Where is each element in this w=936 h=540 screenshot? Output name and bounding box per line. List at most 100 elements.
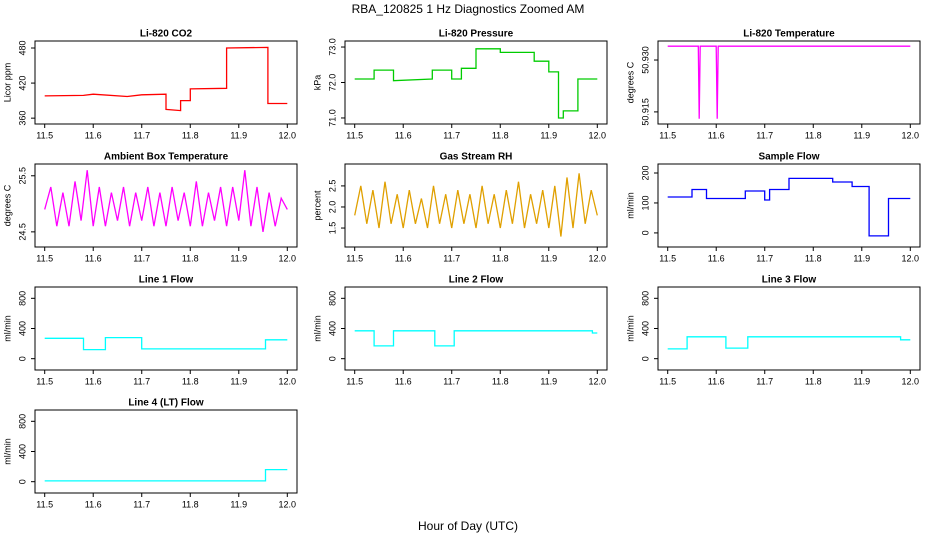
x-tick-label: 11.6 bbox=[85, 130, 102, 140]
x-tick-label: 11.8 bbox=[805, 130, 822, 140]
panel-title: Gas Stream RH bbox=[440, 152, 513, 163]
data-line bbox=[667, 177, 911, 237]
x-tick-label: 11.5 bbox=[346, 253, 363, 263]
data-line bbox=[44, 336, 288, 351]
x-tick-label: 12.0 bbox=[902, 253, 920, 263]
x-tick-label: 11.7 bbox=[756, 130, 773, 140]
data-line bbox=[667, 45, 911, 119]
y-tick-label: 800 bbox=[17, 414, 27, 429]
x-tick-label: 11.6 bbox=[85, 499, 102, 509]
y-tick-label: 420 bbox=[17, 76, 27, 91]
y-tick-label: 50.915 bbox=[640, 98, 650, 126]
y-axis-label: Licor ppm bbox=[2, 63, 12, 103]
x-tick-label: 11.7 bbox=[133, 130, 150, 140]
x-tick-label: 11.5 bbox=[36, 253, 53, 263]
y-tick-label: 480 bbox=[17, 40, 27, 55]
x-tick-label: 11.9 bbox=[853, 130, 870, 140]
x-tick-label: 11.5 bbox=[346, 376, 363, 386]
x-tick-label: 11.7 bbox=[133, 376, 150, 386]
x-tick-label: 12.0 bbox=[279, 130, 297, 140]
panel-title: Line 2 Flow bbox=[449, 275, 504, 286]
panel-title: Li-820 Temperature bbox=[743, 29, 835, 40]
x-tick-label: 12.0 bbox=[589, 376, 607, 386]
x-tick-label: 11.8 bbox=[182, 499, 199, 509]
x-tick-label: 11.5 bbox=[36, 130, 53, 140]
panel-title: Li-820 Pressure bbox=[439, 29, 514, 40]
y-tick-label: 0 bbox=[17, 356, 27, 361]
x-tick-label: 11.6 bbox=[395, 130, 412, 140]
x-tick-label: 11.8 bbox=[492, 376, 509, 386]
x-tick-label: 11.5 bbox=[659, 376, 676, 386]
x-tick-label: 11.8 bbox=[805, 376, 822, 386]
y-axis-label: ml/min bbox=[312, 315, 322, 342]
x-tick-label: 11.5 bbox=[659, 130, 676, 140]
panel-title: Ambient Box Temperature bbox=[104, 152, 229, 163]
x-tick-label: 11.6 bbox=[395, 253, 412, 263]
y-tick-label: 0 bbox=[327, 356, 337, 361]
y-axis-label: percent bbox=[312, 190, 322, 221]
x-tick-label: 11.7 bbox=[756, 253, 773, 263]
y-tick-label: 2.0 bbox=[327, 201, 337, 214]
y-tick-label: 0 bbox=[640, 230, 650, 235]
x-tick-label: 11.8 bbox=[805, 253, 822, 263]
y-tick-label: 800 bbox=[327, 291, 337, 306]
panel-title: Line 1 Flow bbox=[139, 275, 194, 286]
y-tick-label: 24.5 bbox=[17, 223, 27, 241]
data-line bbox=[354, 173, 598, 237]
x-tick-label: 12.0 bbox=[902, 130, 920, 140]
x-tick-label: 11.5 bbox=[36, 376, 53, 386]
y-tick-label: 400 bbox=[17, 444, 27, 459]
x-tick-label: 11.7 bbox=[443, 253, 460, 263]
x-tick-label: 11.6 bbox=[395, 376, 412, 386]
x-tick-label: 11.9 bbox=[230, 130, 247, 140]
y-tick-label: 2.5 bbox=[327, 180, 337, 193]
x-tick-label: 11.6 bbox=[708, 253, 725, 263]
y-tick-label: 1.5 bbox=[327, 222, 337, 235]
plot-frame bbox=[34, 286, 298, 371]
x-axis-label: Hour of Day (UTC) bbox=[418, 519, 518, 533]
y-axis-label: ml/min bbox=[2, 315, 12, 342]
y-tick-label: 360 bbox=[17, 111, 27, 126]
plot-frame bbox=[344, 286, 608, 371]
x-tick-label: 12.0 bbox=[279, 376, 297, 386]
y-tick-label: 800 bbox=[640, 291, 650, 306]
panel-title: Line 4 (LT) Flow bbox=[128, 398, 204, 409]
plot-frame bbox=[34, 40, 298, 125]
figure-title: RBA_120825 1 Hz Diagnostics Zoomed AM bbox=[352, 2, 585, 16]
plot-frame bbox=[34, 163, 298, 248]
x-tick-label: 11.6 bbox=[85, 376, 102, 386]
y-tick-label: 100 bbox=[640, 195, 650, 210]
y-tick-label: 50.930 bbox=[640, 46, 650, 74]
x-tick-label: 11.6 bbox=[708, 376, 725, 386]
y-tick-label: 0 bbox=[640, 356, 650, 361]
plot-frame bbox=[657, 286, 921, 371]
x-tick-label: 12.0 bbox=[279, 253, 297, 263]
y-tick-label: 400 bbox=[640, 321, 650, 336]
y-axis-label: degrees C bbox=[2, 184, 12, 226]
x-tick-label: 11.7 bbox=[756, 376, 773, 386]
panel-title: Line 3 Flow bbox=[762, 275, 817, 286]
y-axis-label: ml/min bbox=[625, 192, 635, 219]
plot-frame bbox=[657, 163, 921, 248]
y-axis-label: ml/min bbox=[2, 438, 12, 465]
panel-title: Li-820 CO2 bbox=[140, 29, 193, 40]
y-axis-label: degrees C bbox=[625, 61, 635, 103]
x-tick-label: 11.8 bbox=[182, 376, 199, 386]
x-tick-label: 12.0 bbox=[279, 499, 297, 509]
x-tick-label: 11.7 bbox=[443, 376, 460, 386]
data-line bbox=[354, 330, 598, 347]
y-tick-label: 400 bbox=[327, 321, 337, 336]
y-tick-label: 25.5 bbox=[17, 167, 27, 185]
panel-title: Sample Flow bbox=[758, 152, 819, 163]
x-tick-label: 11.9 bbox=[230, 376, 247, 386]
y-axis-label: kPa bbox=[312, 75, 322, 91]
x-tick-label: 11.8 bbox=[182, 253, 199, 263]
data-line bbox=[44, 46, 288, 112]
x-tick-label: 11.7 bbox=[133, 499, 150, 509]
y-tick-label: 0 bbox=[17, 479, 27, 484]
x-tick-label: 11.9 bbox=[230, 253, 247, 263]
y-tick-label: 200 bbox=[640, 165, 650, 180]
x-tick-label: 11.8 bbox=[182, 130, 199, 140]
data-line bbox=[44, 170, 288, 232]
